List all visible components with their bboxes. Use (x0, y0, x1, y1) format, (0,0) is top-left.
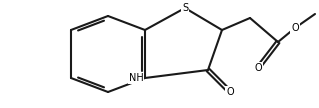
Text: O: O (291, 23, 299, 33)
Text: O: O (254, 63, 262, 73)
Text: S: S (182, 3, 188, 13)
Text: O: O (226, 87, 234, 97)
Text: NH: NH (129, 73, 143, 83)
